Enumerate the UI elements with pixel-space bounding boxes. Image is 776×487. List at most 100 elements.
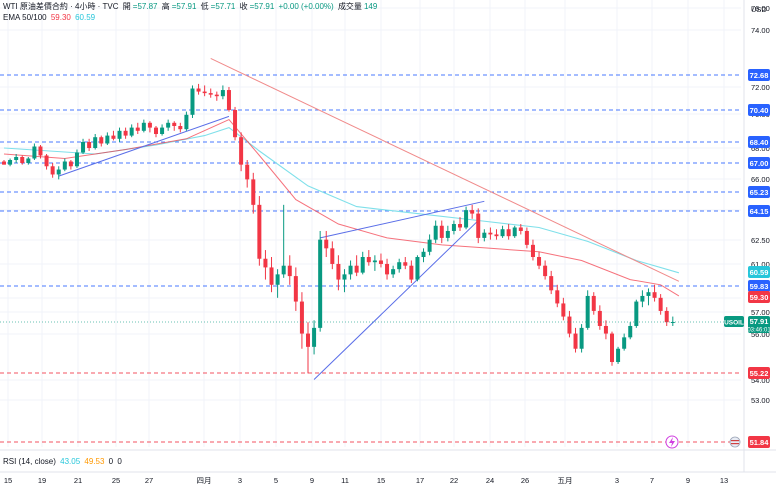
flag-stripe-icon (731, 440, 739, 442)
candle-body (166, 122, 171, 128)
price-level-tag (748, 136, 770, 148)
candle-body (44, 155, 49, 167)
candle-body (184, 114, 189, 130)
candle-body (500, 229, 505, 237)
candle-body (306, 333, 310, 347)
candle-body (530, 244, 535, 258)
candle-body (68, 161, 73, 167)
time-axis[interactable]: 15 19 21 25 27 四月 3 5 9 11 15 17 22 24 26 五月 3 7 9 13 (4, 476, 728, 485)
price-level-tag-label: 51.84 (750, 438, 770, 447)
x-tick-label: 27 (145, 476, 153, 485)
candle-body (585, 295, 590, 328)
candle-body (87, 142, 92, 148)
candle-body (518, 227, 523, 231)
current-price-tag (748, 316, 770, 333)
ema-value-tag (748, 266, 770, 278)
open-label: 開 (122, 2, 131, 11)
candle-body (299, 301, 304, 334)
candle-body (14, 157, 19, 160)
x-tick-label: 22 (450, 476, 458, 485)
low-value: =57.71 (210, 2, 236, 11)
price-axis[interactable]: 76.0074.0072.0070.0068.0066.0064.0062.50… (751, 4, 770, 405)
current-price-line: USOIL (0, 316, 744, 327)
candle-body (281, 265, 286, 275)
candle-body (378, 260, 383, 264)
ema-label: EMA 50/100 (3, 13, 47, 22)
ema-legend[interactable]: EMA 50/100 59.30 60.59 (3, 13, 97, 23)
trend-line-channel-top[interactable] (320, 200, 485, 239)
x-tick-label: 3 (615, 476, 619, 485)
candle-body (105, 135, 110, 144)
close-value: =57.91 (249, 2, 275, 11)
candle-body (312, 327, 317, 347)
rsi-value-4: 0 (117, 457, 122, 466)
price-level-tag (748, 69, 770, 81)
trend-line-channel-bottom[interactable] (313, 220, 479, 380)
symbol-legend: WTI 原油差價合約 · 4小時 · TVC 開 =57.87 高 =57.91 低… (3, 2, 379, 12)
candle-body (439, 225, 444, 238)
change-value: +0.00 (+0.00%) (278, 2, 334, 11)
price-level-tag (748, 157, 770, 169)
y-tick-label: 62.50 (751, 236, 770, 245)
candle-body (245, 164, 250, 180)
price-level-tag (748, 104, 770, 116)
candle-body (561, 303, 566, 317)
candle-body (135, 127, 140, 131)
candle-body (385, 263, 390, 275)
candle-body (537, 257, 542, 266)
candle-body (664, 310, 669, 323)
candle-body (330, 248, 335, 264)
candle-body (190, 88, 195, 115)
candle-body (451, 224, 456, 231)
trend-line-descending-resistance[interactable] (210, 58, 680, 282)
trend-lines[interactable] (58, 58, 680, 380)
grid (0, 0, 776, 473)
trend-line-rising-support[interactable] (58, 115, 230, 177)
candle-body (360, 257, 365, 273)
y-tick-label: 66.00 (751, 175, 770, 184)
candle-body (154, 127, 158, 134)
candle-body (214, 94, 219, 97)
x-tick-label: 3 (238, 476, 242, 485)
candle-body (616, 348, 621, 363)
candle-body (445, 230, 450, 238)
candle-body (652, 292, 657, 298)
symbol-title[interactable]: WTI 原油差價合約 · 4小時 · TVC (3, 2, 119, 11)
price-level-tag-label: 72.68 (750, 71, 769, 80)
price-level-tag-label: 64.15 (750, 207, 769, 216)
rsi-legend[interactable]: RSI (14, close) 43.05 49.53 0 0 (3, 457, 124, 467)
candle-body (20, 157, 25, 163)
y-tick-label: 53.00 (751, 396, 770, 405)
candle-body (208, 93, 213, 95)
candle-body (470, 210, 475, 214)
x-tick-label: 四月 (197, 476, 212, 485)
bar-countdown: 03:46:01 (747, 328, 771, 334)
candle-body (415, 257, 420, 280)
candle-body (506, 229, 511, 237)
candle-body (196, 88, 201, 92)
candle-body (8, 160, 13, 165)
price-level-tag-label: 67.00 (750, 159, 769, 168)
volume-value: 149 (363, 2, 378, 11)
candle-body (427, 239, 432, 252)
candle-body (622, 337, 627, 349)
ema-100-line (3, 126, 680, 274)
candle-body (147, 122, 152, 128)
y-tick-label: 56.00 (751, 330, 770, 339)
candle-body (543, 265, 548, 277)
candle-body (573, 333, 578, 349)
candle-body (74, 152, 79, 167)
price-level-tag (748, 280, 770, 292)
chart-markers (665, 435, 741, 449)
candle-body (409, 265, 414, 280)
candle-body (397, 262, 402, 270)
price-level-tag (748, 205, 770, 217)
candle-body (476, 213, 481, 238)
candle-body (263, 258, 268, 268)
candle-body (628, 325, 633, 338)
price-level-lines (0, 74, 741, 443)
candle-body (233, 110, 238, 138)
x-tick-label: 7 (650, 476, 654, 485)
price-axis-tags: 72.68 70.40 68.40 67.00 65.23 64.15 59.83 55.22… (747, 69, 771, 448)
